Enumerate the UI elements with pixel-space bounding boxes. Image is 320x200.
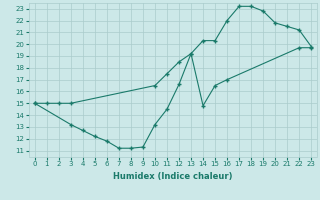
X-axis label: Humidex (Indice chaleur): Humidex (Indice chaleur): [113, 172, 233, 181]
